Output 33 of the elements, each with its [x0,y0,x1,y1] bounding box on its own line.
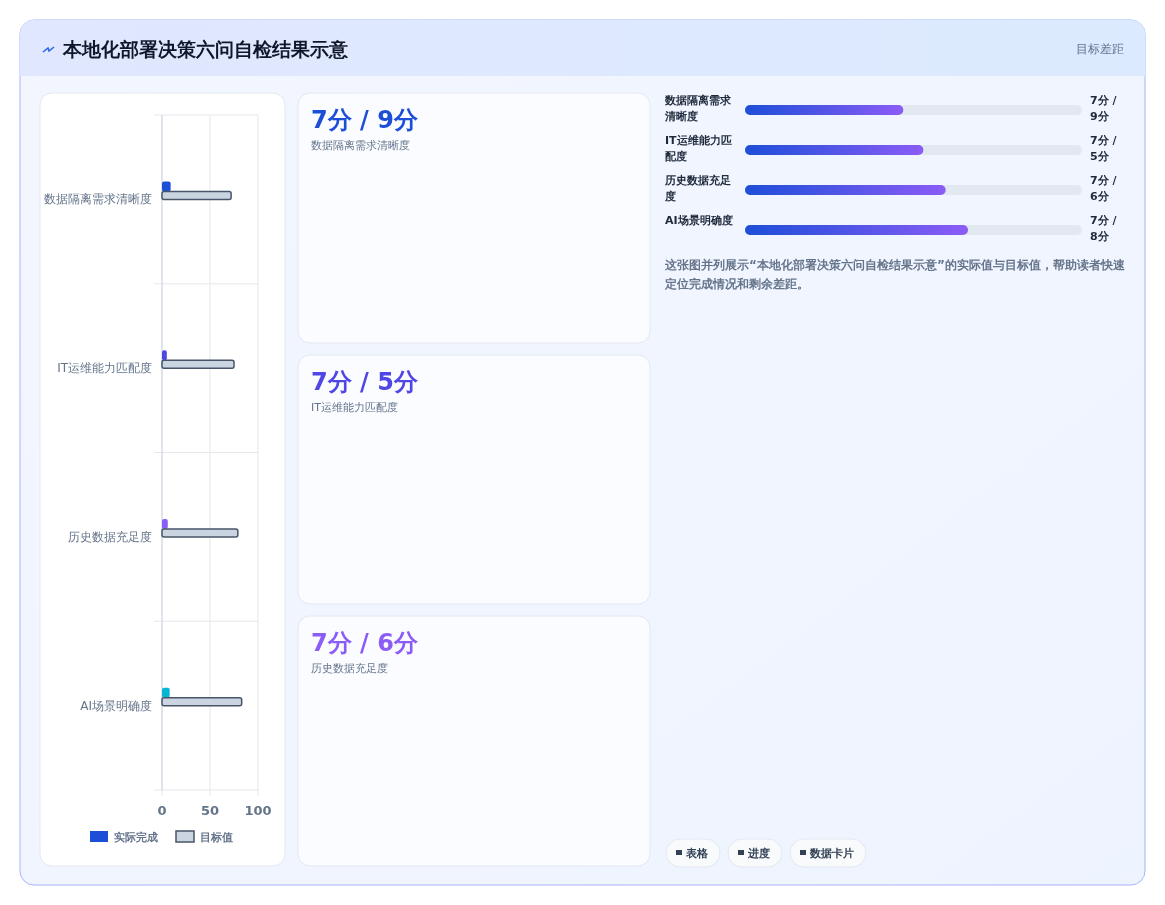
text: 表格 [685,847,709,860]
legend-label: 目标值 [200,831,233,844]
text: 数据卡片 [809,847,854,860]
bar [162,350,167,361]
y-tick-label: AI场景明确度 [80,698,152,713]
text: 目标差距 [1076,42,1124,56]
x-tick-label: 100 [244,803,272,818]
y-tick-label: IT运维能力匹配度 [57,361,152,376]
y-tick-label: IT运维能力匹配度 [665,134,732,163]
text: IT运维能力匹配度 [311,401,398,414]
bar [162,518,168,529]
y-tick-label: 历史数据充足度 [664,174,731,203]
text: 7分 / 9分 [311,106,419,134]
text: 数据隔离需求清晰度 [311,139,410,152]
text: 7分 / 5分 [311,368,419,396]
y-tick-label: 数据隔离需求清晰度 [44,192,152,207]
bar [162,687,170,698]
bar [162,181,171,192]
x-tick-label: 50 [200,803,220,818]
y-tick-label: 数据隔离需求清晰度 [664,94,732,123]
y-tick-label: AI场景明确度 [665,214,733,227]
text: 进度 [747,847,770,860]
text: 7分 / 8分 [1090,214,1121,243]
text: 7分 / 6分 [1090,174,1121,203]
text: 7分 / 5分 [1090,134,1121,163]
text: 历史数据充足度 [311,662,388,675]
text: 7分 / 9分 [1090,94,1121,123]
y-tick-label: 历史数据充足度 [68,529,152,544]
x-tick-label: 0 [157,803,167,818]
legend-label: 实际完成 [114,831,158,844]
text: 这张图并列展示“本地化部署决策六问自检结果示意”的实际值与目标值，帮助读者快速定位完成情况和剩余差距。 [664,258,1126,291]
text: 7分 / 6分 [311,629,419,657]
chart-title: 本地化部署决策六问自检结果示意 [62,38,349,60]
